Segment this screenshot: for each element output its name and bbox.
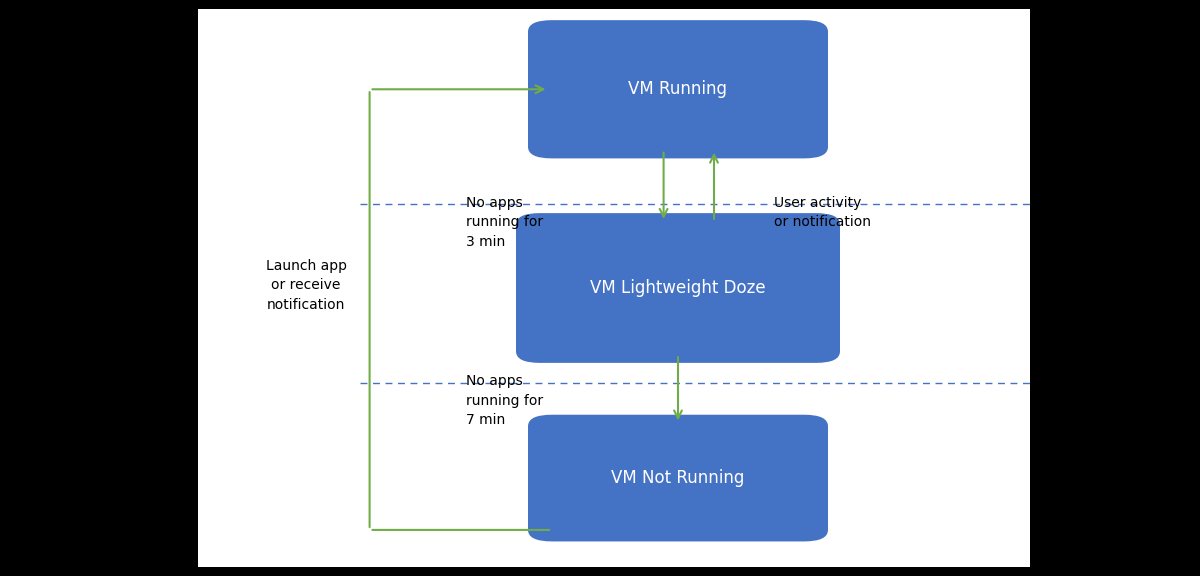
Text: User activity
or notification: User activity or notification xyxy=(774,196,871,229)
Text: VM Lightweight Doze: VM Lightweight Doze xyxy=(590,279,766,297)
FancyBboxPatch shape xyxy=(528,20,828,158)
FancyBboxPatch shape xyxy=(198,9,1030,567)
Text: No apps
running for
7 min: No apps running for 7 min xyxy=(466,374,542,427)
FancyBboxPatch shape xyxy=(528,415,828,541)
Text: No apps
running for
3 min: No apps running for 3 min xyxy=(466,196,542,249)
FancyBboxPatch shape xyxy=(516,213,840,363)
Text: VM Running: VM Running xyxy=(629,80,727,98)
Text: Launch app
or receive
notification: Launch app or receive notification xyxy=(265,259,347,312)
Text: VM Not Running: VM Not Running xyxy=(611,469,745,487)
